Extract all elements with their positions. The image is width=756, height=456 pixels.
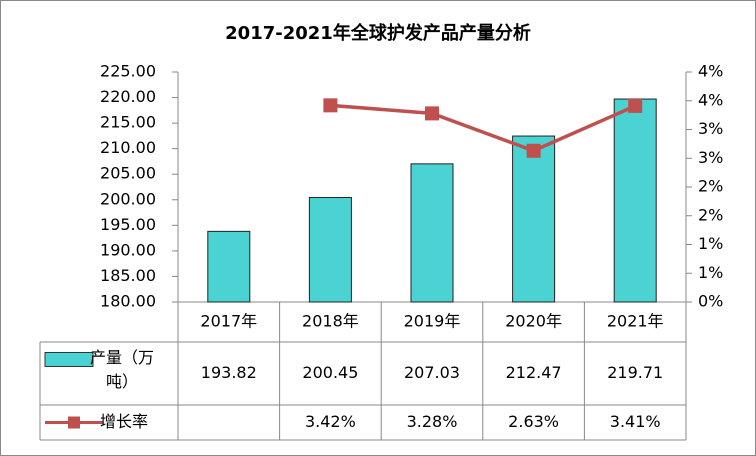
y-tick-label: 205.00 <box>100 164 156 183</box>
line-marker <box>526 143 541 158</box>
data-table-value: 3.42% <box>305 412 356 431</box>
data-table-value: 219.71 <box>607 363 663 382</box>
bar <box>207 230 251 303</box>
line-marker <box>628 98 643 113</box>
y-tick-label: 180.00 <box>100 292 156 311</box>
y2-tick-label: 3% <box>698 148 723 167</box>
y2-tick-label: 0% <box>698 292 723 311</box>
line-marker <box>425 106 439 121</box>
line-marker <box>323 98 338 113</box>
bar <box>308 196 352 303</box>
data-table-value: 193.82 <box>201 363 257 382</box>
y2-tick-label: 1% <box>698 263 723 282</box>
data-table-value: 3.41% <box>610 412 661 431</box>
y2-tick-label: 2% <box>698 205 723 224</box>
x-tick-label: 2017年 <box>200 312 257 331</box>
bar <box>613 98 657 303</box>
data-table-value: 200.45 <box>302 363 358 382</box>
legend-text-box: 增长率 <box>100 412 149 431</box>
y2-tick-label: 1% <box>698 234 723 253</box>
bar <box>512 135 556 303</box>
x-tick-label: 2020年 <box>505 312 562 331</box>
data-table-value: 2.63% <box>508 412 559 431</box>
data-table-value: 207.03 <box>404 363 460 382</box>
legend-swatch <box>44 352 94 367</box>
y-tick-label: 215.00 <box>100 113 156 132</box>
line <box>330 103 636 153</box>
legend-text-box: 产量（万吨） <box>90 348 155 391</box>
x-tick-label: 2019年 <box>404 312 461 331</box>
y2-tick-label: 3% <box>698 119 723 138</box>
y-tick-label: 200.00 <box>100 189 156 208</box>
data-table-value: 3.28% <box>407 412 458 431</box>
bar <box>410 163 454 303</box>
y-tick-label: 195.00 <box>100 215 156 234</box>
y-tick-label: 225.00 <box>100 62 156 81</box>
legend-marker <box>68 416 80 429</box>
chart-title: 2017-2021年全球护发产品产量分析 <box>225 22 531 44</box>
y2-tick-label: 4% <box>698 62 723 81</box>
x-tick-label: 2021年 <box>607 312 664 331</box>
y-tick-label: 190.00 <box>100 240 156 259</box>
y-tick-label: 185.00 <box>100 266 156 285</box>
legend-label: 产量（万吨） <box>90 348 155 391</box>
legend-label: 增长率 <box>100 412 149 431</box>
y2-tick-label: 2% <box>698 177 723 196</box>
y-tick-label: 210.00 <box>100 138 156 157</box>
x-tick-label: 2018年 <box>302 312 359 331</box>
y-tick-label: 220.00 <box>100 87 156 106</box>
data-table-value: 212.47 <box>506 363 562 382</box>
y2-tick-label: 4% <box>698 90 723 109</box>
